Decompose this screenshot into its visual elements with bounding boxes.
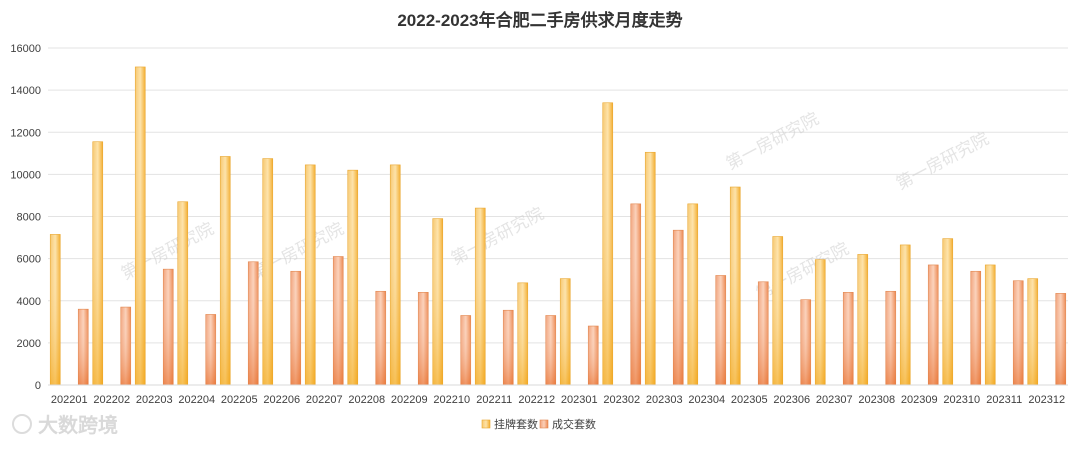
bar-shade xyxy=(560,278,571,385)
x-tick-label: 202210 xyxy=(433,394,470,406)
bar-shade xyxy=(900,244,911,385)
bar-shade xyxy=(432,218,443,385)
x-tick-label: 202301 xyxy=(561,394,598,406)
bars xyxy=(49,66,1067,386)
x-tick-label: 202202 xyxy=(93,394,130,406)
logo-icon xyxy=(12,414,32,434)
x-tick-label: 202208 xyxy=(348,394,385,406)
x-tick-label: 202211 xyxy=(476,394,512,406)
y-tick-label: 6000 xyxy=(17,254,41,266)
bar-shade xyxy=(375,291,386,385)
x-tick-label: 202308 xyxy=(858,394,895,406)
bar-shade xyxy=(687,203,698,385)
bar-shade xyxy=(503,310,514,385)
bar-shade xyxy=(843,292,854,385)
bar-shade xyxy=(928,264,939,385)
bar-shade xyxy=(205,314,216,385)
y-tick-label: 16000 xyxy=(10,43,41,55)
bar-shade xyxy=(50,234,61,385)
x-tick-label: 202201 xyxy=(51,394,88,406)
x-tick-label: 202203 xyxy=(136,394,173,406)
x-tick-label: 202306 xyxy=(773,394,810,406)
bar-shade xyxy=(772,236,783,385)
legend-swatch xyxy=(539,419,549,429)
x-tick-label: 202204 xyxy=(178,394,215,406)
x-tick-label: 202312 xyxy=(1028,394,1065,406)
legend-label: 挂牌套数 xyxy=(494,417,538,431)
x-tick-label: 202303 xyxy=(646,394,683,406)
bar-shade xyxy=(885,291,896,385)
x-tick-label: 202302 xyxy=(603,394,640,406)
legend-label: 成交套数 xyxy=(552,417,596,431)
bar-shade xyxy=(630,203,641,385)
bar-shade xyxy=(1027,278,1038,385)
x-tick-label: 202209 xyxy=(391,394,428,406)
bar-shade xyxy=(645,152,656,385)
bar-shade xyxy=(305,164,316,385)
bar-shade xyxy=(730,187,741,385)
bar-shade xyxy=(333,256,344,385)
y-tick-label: 14000 xyxy=(10,85,41,97)
bar-shade xyxy=(390,164,401,385)
grid-lines xyxy=(48,47,1068,344)
x-tick-label: 202311 xyxy=(986,394,1022,406)
watermark-text: 第一房研究院 xyxy=(893,129,992,194)
x-tick-label: 202305 xyxy=(731,394,768,406)
bar-shade xyxy=(588,326,599,385)
bar-shade xyxy=(220,156,231,385)
y-axis-ticks: 0 2000 4000 6000 8000 10000 12000 14000 16000 xyxy=(10,43,41,392)
x-tick-label: 202212 xyxy=(518,394,555,406)
y-tick-label: 2000 xyxy=(17,338,41,350)
bar-shade xyxy=(262,158,273,385)
bar-shade xyxy=(545,315,556,385)
bar-shade xyxy=(800,299,811,385)
bar-shade xyxy=(163,269,174,385)
x-tick-label: 202206 xyxy=(263,394,300,406)
x-tick-label: 202205 xyxy=(221,394,258,406)
x-tick-label: 202304 xyxy=(688,394,725,406)
bar-shade xyxy=(92,141,103,385)
bar-shade xyxy=(517,282,528,385)
bar-shade xyxy=(985,264,996,385)
bar-shade xyxy=(758,281,769,385)
y-tick-label: 8000 xyxy=(17,212,41,224)
logo-text: 大数跨境 xyxy=(38,413,118,437)
watermark-text: 第一房研究院 xyxy=(723,109,822,174)
watermark-logo: 大数跨境 xyxy=(12,413,118,437)
y-tick-label: 12000 xyxy=(10,127,41,139)
bar-shade xyxy=(120,307,131,385)
x-tick-label: 202307 xyxy=(816,394,853,406)
bar-shade xyxy=(177,201,188,385)
y-tick-label: 4000 xyxy=(17,296,41,308)
bar-shade xyxy=(970,271,981,385)
legend: 挂牌套数 成交套数 xyxy=(481,417,596,431)
bar-shade xyxy=(248,261,259,385)
bar-shade xyxy=(135,66,146,386)
bar-shade xyxy=(1013,280,1024,385)
bar-shade xyxy=(857,254,868,385)
y-tick-label: 10000 xyxy=(10,169,41,181)
bar-shade xyxy=(418,292,429,385)
bar-shade xyxy=(602,102,613,385)
x-tick-label: 202207 xyxy=(306,394,343,406)
bar-shade xyxy=(815,259,826,385)
bar-shade xyxy=(1055,293,1066,385)
bar-shade xyxy=(347,170,358,385)
bar-shade xyxy=(673,230,684,385)
x-tick-label: 202310 xyxy=(943,394,980,406)
bar-shade xyxy=(290,271,301,385)
x-tick-label: 202309 xyxy=(901,394,938,406)
bar-shade xyxy=(715,275,726,385)
y-tick-label: 0 xyxy=(35,380,41,392)
legend-swatch xyxy=(481,419,491,429)
bar-shade xyxy=(78,309,89,385)
x-axis-ticks: 202201 202202 202203 202204 202205 202206 2022… xyxy=(51,394,1065,406)
bar-shade xyxy=(460,315,471,385)
bar-shade xyxy=(942,238,953,385)
bar-shade xyxy=(475,208,486,385)
chart-title: 2022-2023年合肥二手房供求月度走势 xyxy=(397,10,682,30)
